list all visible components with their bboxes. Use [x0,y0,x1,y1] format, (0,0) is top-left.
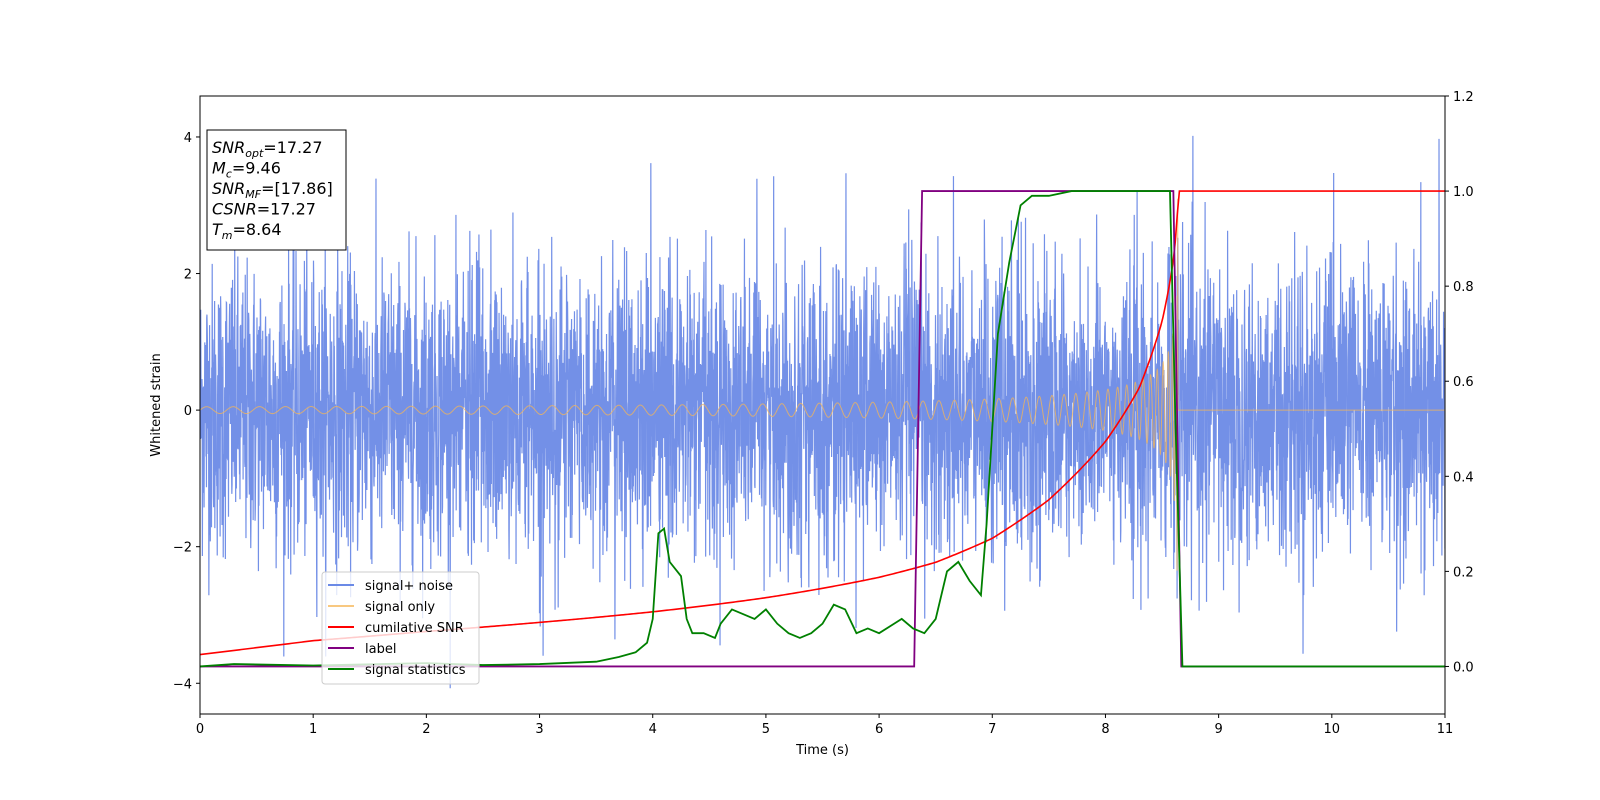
legend-entry: signal only [365,600,435,615]
y2-tick-label: 0.4 [1453,470,1474,485]
info-row: SNRopt=17.27 [212,138,323,160]
x-tick-label: 6 [875,722,883,737]
plot-frame [199,95,1446,715]
y-tick-label: 0 [184,404,192,419]
info-row: CSNR=17.27 [212,200,316,219]
x-tick-label: 10 [1324,722,1341,737]
y2-tick-label: 0.0 [1453,660,1474,675]
x-tick-label: 9 [1214,722,1222,737]
legend-entry: signal+ noise [365,579,453,594]
y2-tick-label: 0.2 [1453,565,1474,580]
x-axis-label: Time (s) [795,743,849,758]
y-tick-label: 2 [184,268,192,283]
y2-tick-label: 0.6 [1453,375,1474,390]
legend-entry: label [365,642,396,657]
info-row: SNRMF=[17.86] [212,179,333,201]
y-tick-label: −4 [173,677,192,692]
x-tick-label: 5 [762,722,770,737]
x-tick-label: 11 [1437,722,1454,737]
x-tick-label: 7 [988,722,996,737]
y-tick-label: 4 [184,131,192,146]
legend-entry: cumilative SNR [365,621,464,636]
legend: signal+ noise signal only cumilative SNR la… [321,571,480,685]
info-box-frame [206,129,347,251]
y-axis-left: −4 −2 0 2 4 [173,131,200,692]
x-tick-label: 8 [1101,722,1109,737]
y2-tick-label: 0.8 [1453,280,1474,295]
x-tick-label: 3 [535,722,543,737]
x-axis: 0 1 2 3 4 5 6 7 8 9 10 11 [196,714,1453,737]
series-signal-noise [200,135,1445,689]
x-tick-label: 1 [309,722,317,737]
y2-tick-label: 1.2 [1453,90,1474,105]
info-row: Mc=9.46 [212,159,281,181]
y-tick-label: −2 [173,541,192,556]
legend-frame [321,571,480,685]
y-axis-right: 0.0 0.2 0.4 0.6 0.8 1.0 1.2 [1445,90,1474,675]
x-tick-label: 2 [422,722,430,737]
y-axis-label: Whitened strain [149,353,164,456]
series-signal-only [200,198,1445,571]
info-row: Tm=8.64 [212,220,282,242]
legend-entry: signal statistics [365,663,466,678]
info-box: SNRopt=17.27Mc=9.46SNRMF=[17.86]CSNR=17.… [206,129,347,251]
series-signal-statistics [200,190,1445,668]
y2-tick-label: 1.0 [1453,185,1474,200]
x-tick-label: 0 [196,722,204,737]
x-tick-label: 4 [649,722,657,737]
